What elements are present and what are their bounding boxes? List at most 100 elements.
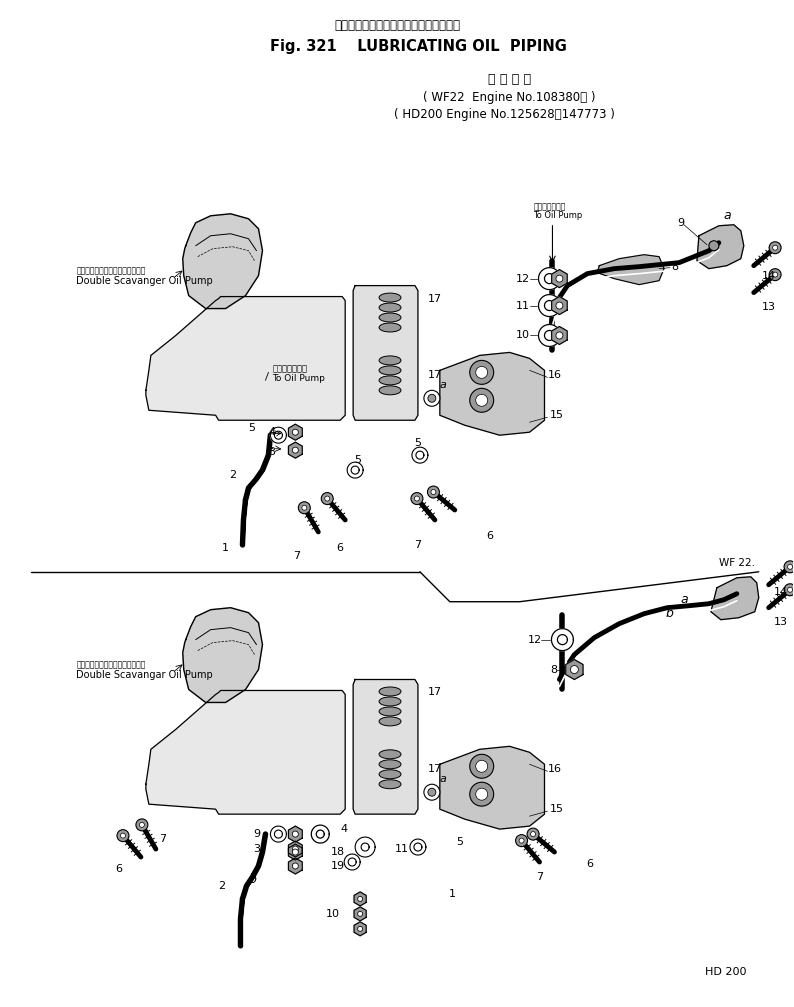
Circle shape	[292, 429, 299, 435]
Text: 5: 5	[414, 438, 422, 448]
Circle shape	[570, 666, 578, 674]
Text: 9: 9	[676, 218, 684, 228]
Text: 7: 7	[536, 872, 543, 882]
Text: 8: 8	[671, 262, 678, 272]
Ellipse shape	[379, 717, 401, 726]
Text: 6: 6	[586, 859, 593, 869]
Text: 6: 6	[337, 543, 344, 553]
Polygon shape	[566, 660, 583, 680]
Text: 11: 11	[515, 300, 530, 310]
Polygon shape	[697, 225, 744, 269]
Text: 12: 12	[527, 634, 542, 644]
Circle shape	[299, 501, 310, 514]
Text: 4: 4	[340, 824, 347, 834]
Polygon shape	[288, 841, 303, 857]
Polygon shape	[288, 858, 303, 874]
Polygon shape	[271, 427, 287, 443]
Circle shape	[292, 863, 299, 869]
Ellipse shape	[379, 707, 401, 716]
Text: WF 22.: WF 22.	[719, 558, 755, 568]
Circle shape	[788, 587, 792, 592]
Polygon shape	[410, 839, 426, 855]
Text: 5: 5	[457, 837, 463, 847]
Circle shape	[470, 782, 494, 807]
Circle shape	[357, 926, 363, 931]
Circle shape	[427, 486, 439, 498]
Circle shape	[527, 828, 539, 840]
Text: 5: 5	[355, 455, 361, 465]
Text: 7: 7	[414, 540, 422, 550]
Polygon shape	[440, 746, 545, 829]
Text: 2: 2	[218, 881, 225, 891]
Circle shape	[322, 492, 333, 505]
Ellipse shape	[379, 355, 401, 365]
Circle shape	[414, 496, 419, 501]
Text: 11: 11	[395, 844, 409, 854]
Text: b: b	[249, 873, 256, 886]
Text: a: a	[680, 593, 688, 606]
Circle shape	[428, 788, 436, 797]
Circle shape	[530, 832, 536, 837]
Text: ダブルスカベンジャオイルポンプ: ダブルスカベンジャオイルポンプ	[76, 660, 145, 669]
Polygon shape	[183, 213, 263, 308]
Circle shape	[292, 849, 299, 855]
Circle shape	[431, 489, 436, 494]
Circle shape	[292, 831, 299, 837]
Text: a: a	[723, 209, 730, 223]
Circle shape	[476, 788, 488, 801]
Text: 9: 9	[253, 829, 260, 839]
Text: 16: 16	[548, 764, 561, 774]
Text: b: b	[665, 607, 673, 620]
Text: a: a	[440, 774, 447, 784]
Circle shape	[117, 830, 129, 842]
Polygon shape	[538, 268, 561, 290]
Circle shape	[556, 332, 563, 339]
Text: ダブルスカベンジャオイルポンプ: ダブルスカベンジャオイルポンプ	[76, 266, 145, 275]
Polygon shape	[412, 447, 428, 463]
Circle shape	[476, 395, 488, 406]
Text: To Oil Pump: To Oil Pump	[272, 374, 326, 383]
Text: 16: 16	[548, 371, 561, 381]
Polygon shape	[347, 462, 363, 478]
Text: 5: 5	[249, 423, 256, 433]
Circle shape	[292, 846, 299, 852]
Polygon shape	[552, 628, 573, 651]
Circle shape	[470, 389, 494, 412]
Text: Fig. 321    LUBRICATING OIL  PIPING: Fig. 321 LUBRICATING OIL PIPING	[271, 39, 568, 54]
Circle shape	[709, 241, 719, 251]
Text: 13: 13	[773, 616, 788, 626]
Circle shape	[773, 272, 777, 277]
Ellipse shape	[379, 376, 401, 385]
Circle shape	[470, 361, 494, 385]
Ellipse shape	[379, 687, 401, 696]
Polygon shape	[355, 837, 375, 857]
Text: 4: 4	[268, 427, 276, 437]
Ellipse shape	[379, 779, 401, 788]
Text: 3: 3	[268, 447, 276, 457]
Ellipse shape	[379, 293, 401, 302]
Ellipse shape	[379, 769, 401, 778]
Polygon shape	[440, 352, 545, 435]
Text: a: a	[440, 381, 447, 391]
Polygon shape	[288, 844, 303, 860]
Text: オイルポンプへ: オイルポンプへ	[272, 364, 307, 373]
Polygon shape	[597, 255, 664, 285]
Polygon shape	[271, 826, 287, 842]
Circle shape	[302, 506, 306, 511]
Ellipse shape	[379, 760, 401, 768]
Text: 6: 6	[115, 864, 122, 874]
Circle shape	[769, 269, 781, 281]
Text: 12: 12	[515, 274, 530, 284]
Text: 14: 14	[761, 271, 776, 281]
Text: 3: 3	[253, 844, 260, 854]
Circle shape	[121, 833, 125, 838]
Text: 18: 18	[331, 847, 345, 857]
Text: 10: 10	[326, 909, 340, 918]
Ellipse shape	[379, 313, 401, 322]
Circle shape	[424, 391, 440, 406]
Circle shape	[357, 896, 363, 901]
Circle shape	[784, 584, 794, 596]
Circle shape	[556, 302, 563, 309]
Text: To Oil Pump: To Oil Pump	[534, 211, 583, 221]
Polygon shape	[711, 577, 759, 619]
